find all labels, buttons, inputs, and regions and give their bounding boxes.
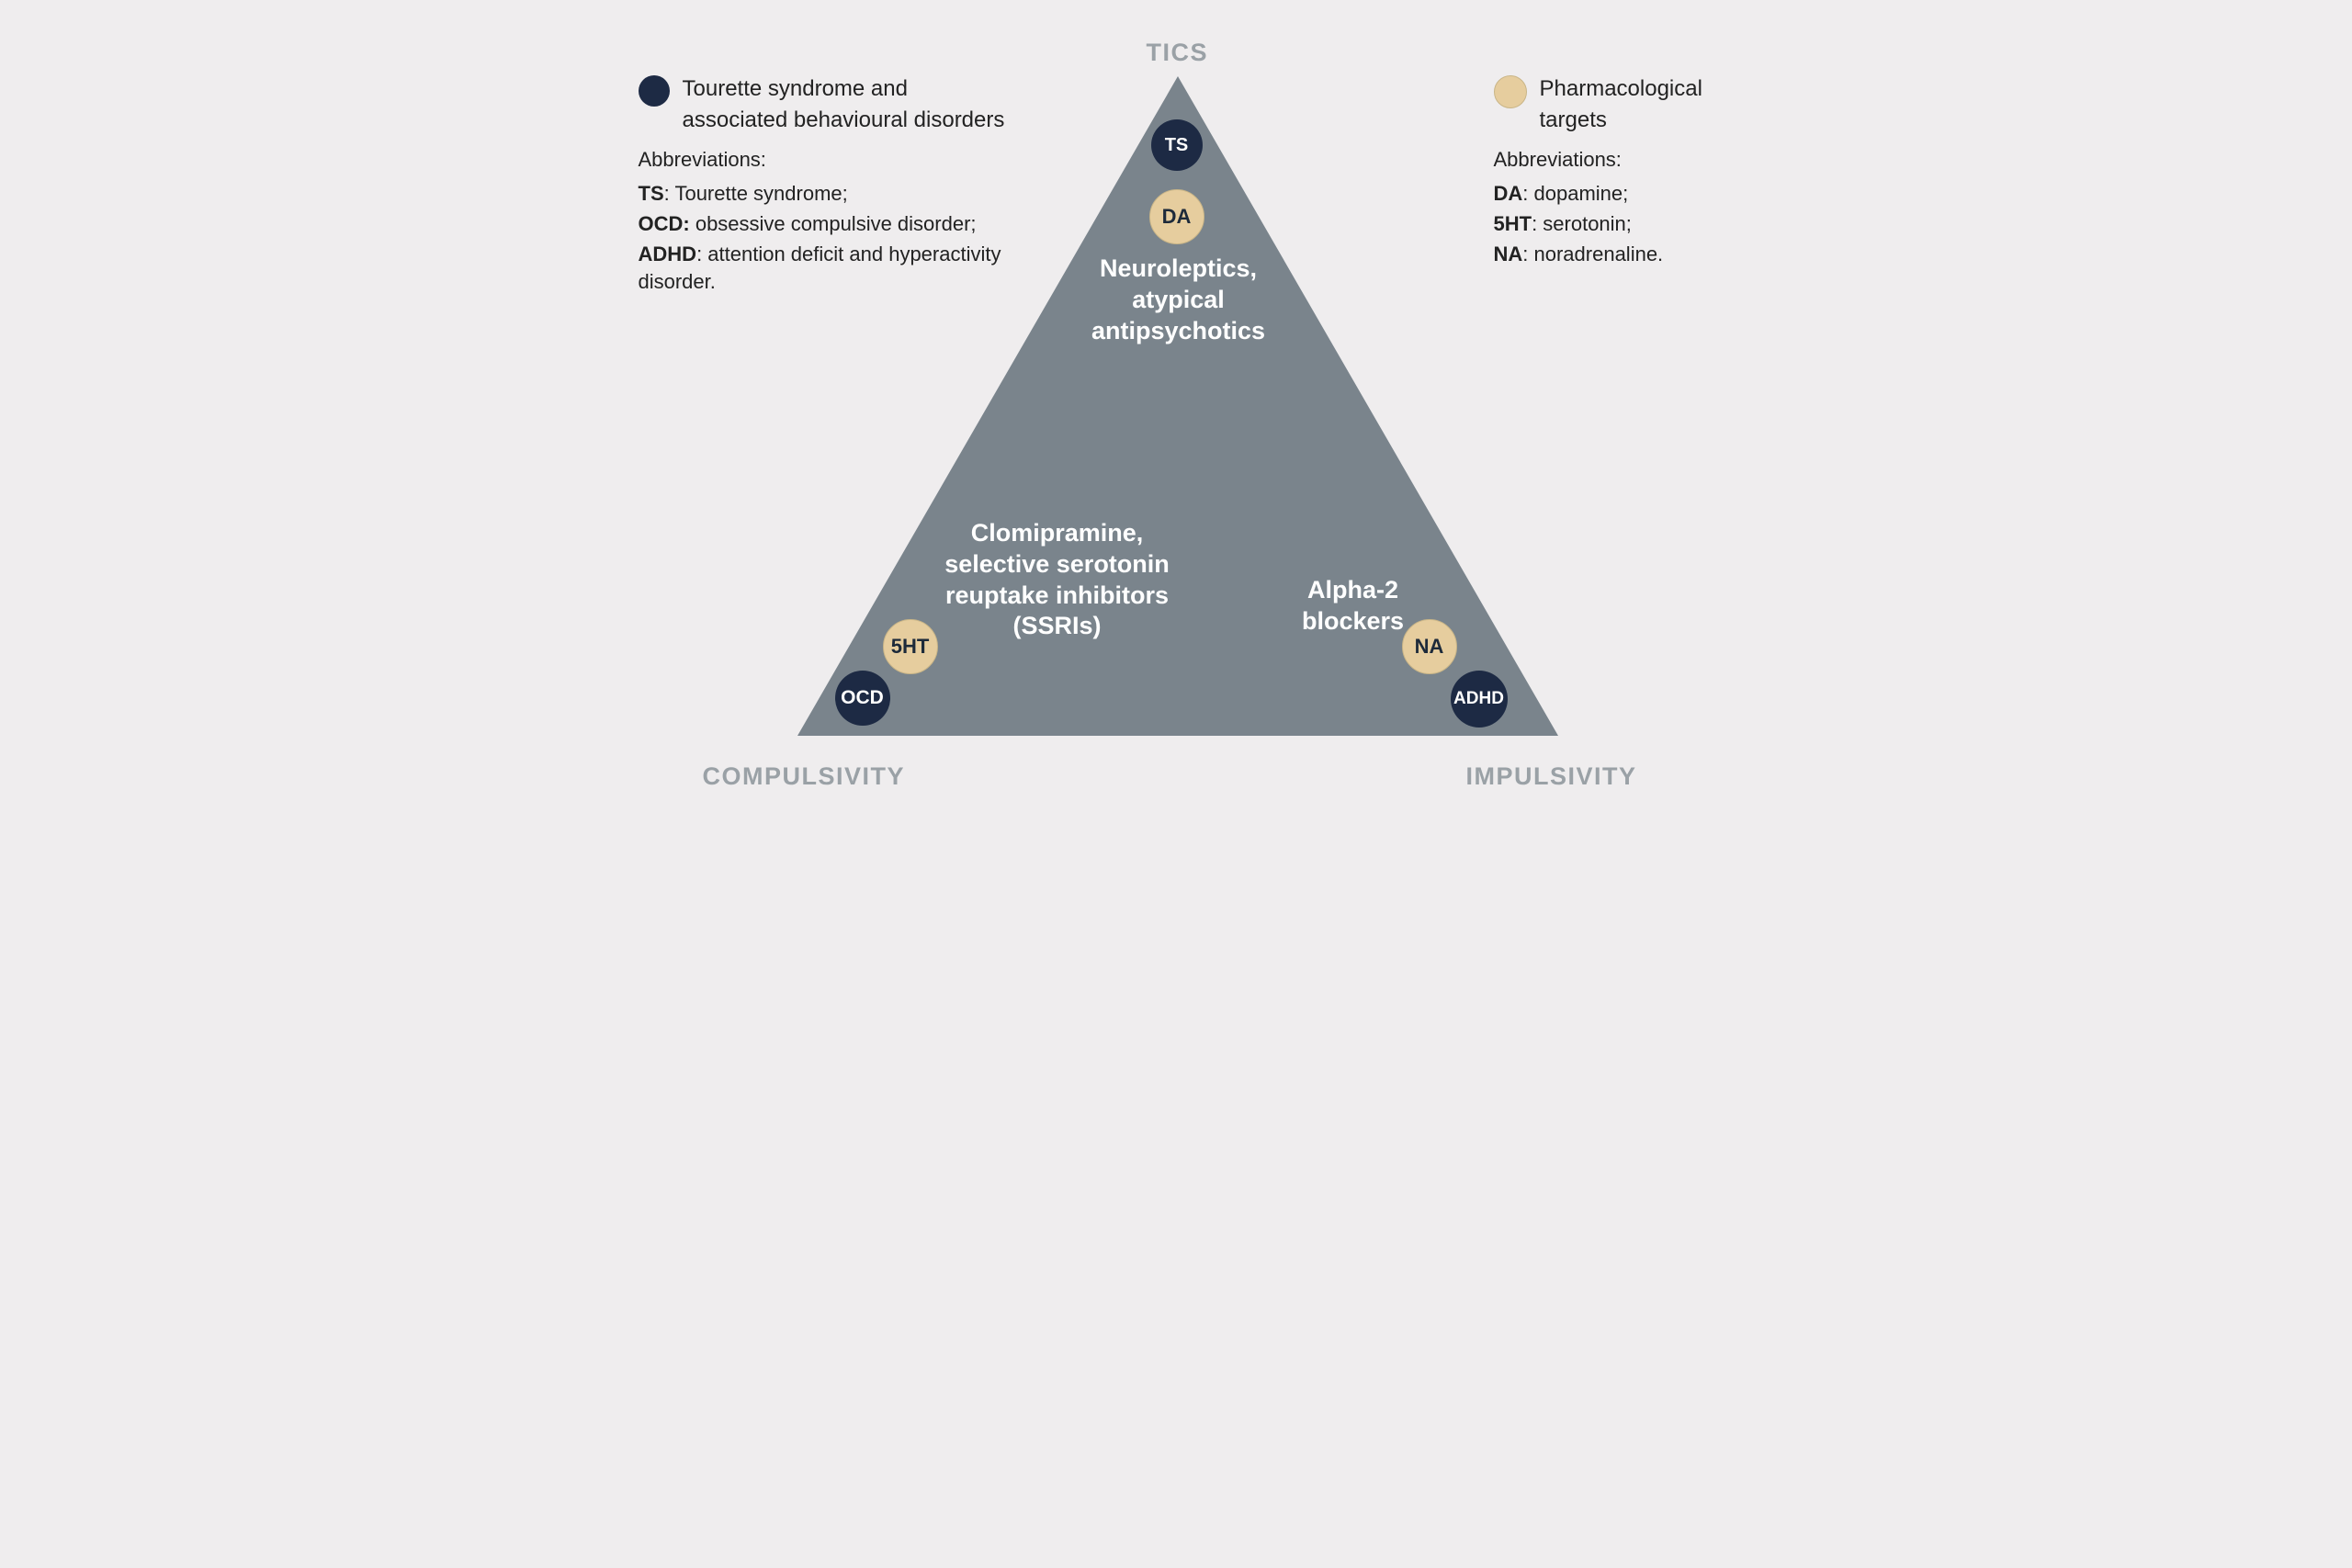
legend-title-targets: Pharmacological targets bbox=[1540, 73, 1770, 135]
legend-abbrev-heading-left: Abbreviations: bbox=[639, 146, 1006, 175]
vertex-label-top: TICS bbox=[1147, 39, 1209, 67]
legend-dot-targets bbox=[1494, 75, 1527, 108]
treatment-left: Clomipramine,selective serotoninreuptake… bbox=[920, 518, 1195, 642]
legend-disorders: Tourette syndrome and associated behavio… bbox=[639, 73, 1006, 299]
legend-abbrev-list-left: TS: Tourette syndrome;OCD: obsessive com… bbox=[639, 180, 1006, 297]
legend-dot-disorders bbox=[639, 75, 670, 107]
vertex-label-right: IMPULSIVITY bbox=[1466, 762, 1637, 791]
node-ts: TS bbox=[1151, 119, 1203, 171]
legend-abbrev-heading-right: Abbreviations: bbox=[1494, 146, 1770, 175]
legend-targets: Pharmacological targets Abbreviations: D… bbox=[1494, 73, 1770, 270]
node-da: DA bbox=[1149, 189, 1204, 244]
legend-title-disorders: Tourette syndrome and associated behavio… bbox=[683, 73, 1006, 135]
legend-abbrev-list-right: DA: dopamine;5HT: serotonin;NA: noradren… bbox=[1494, 180, 1770, 268]
diagram-stage: TICS COMPULSIVITY IMPULSIVITY TS DA 5HT … bbox=[563, 0, 1790, 818]
vertex-label-left: COMPULSIVITY bbox=[703, 762, 906, 791]
node-ocd: OCD bbox=[835, 671, 890, 726]
treatment-right: Alpha-2blockers bbox=[1271, 575, 1436, 637]
treatment-top: Neuroleptics,atypicalantipsychotics bbox=[1078, 254, 1280, 346]
node-adhd: ADHD bbox=[1451, 671, 1508, 728]
